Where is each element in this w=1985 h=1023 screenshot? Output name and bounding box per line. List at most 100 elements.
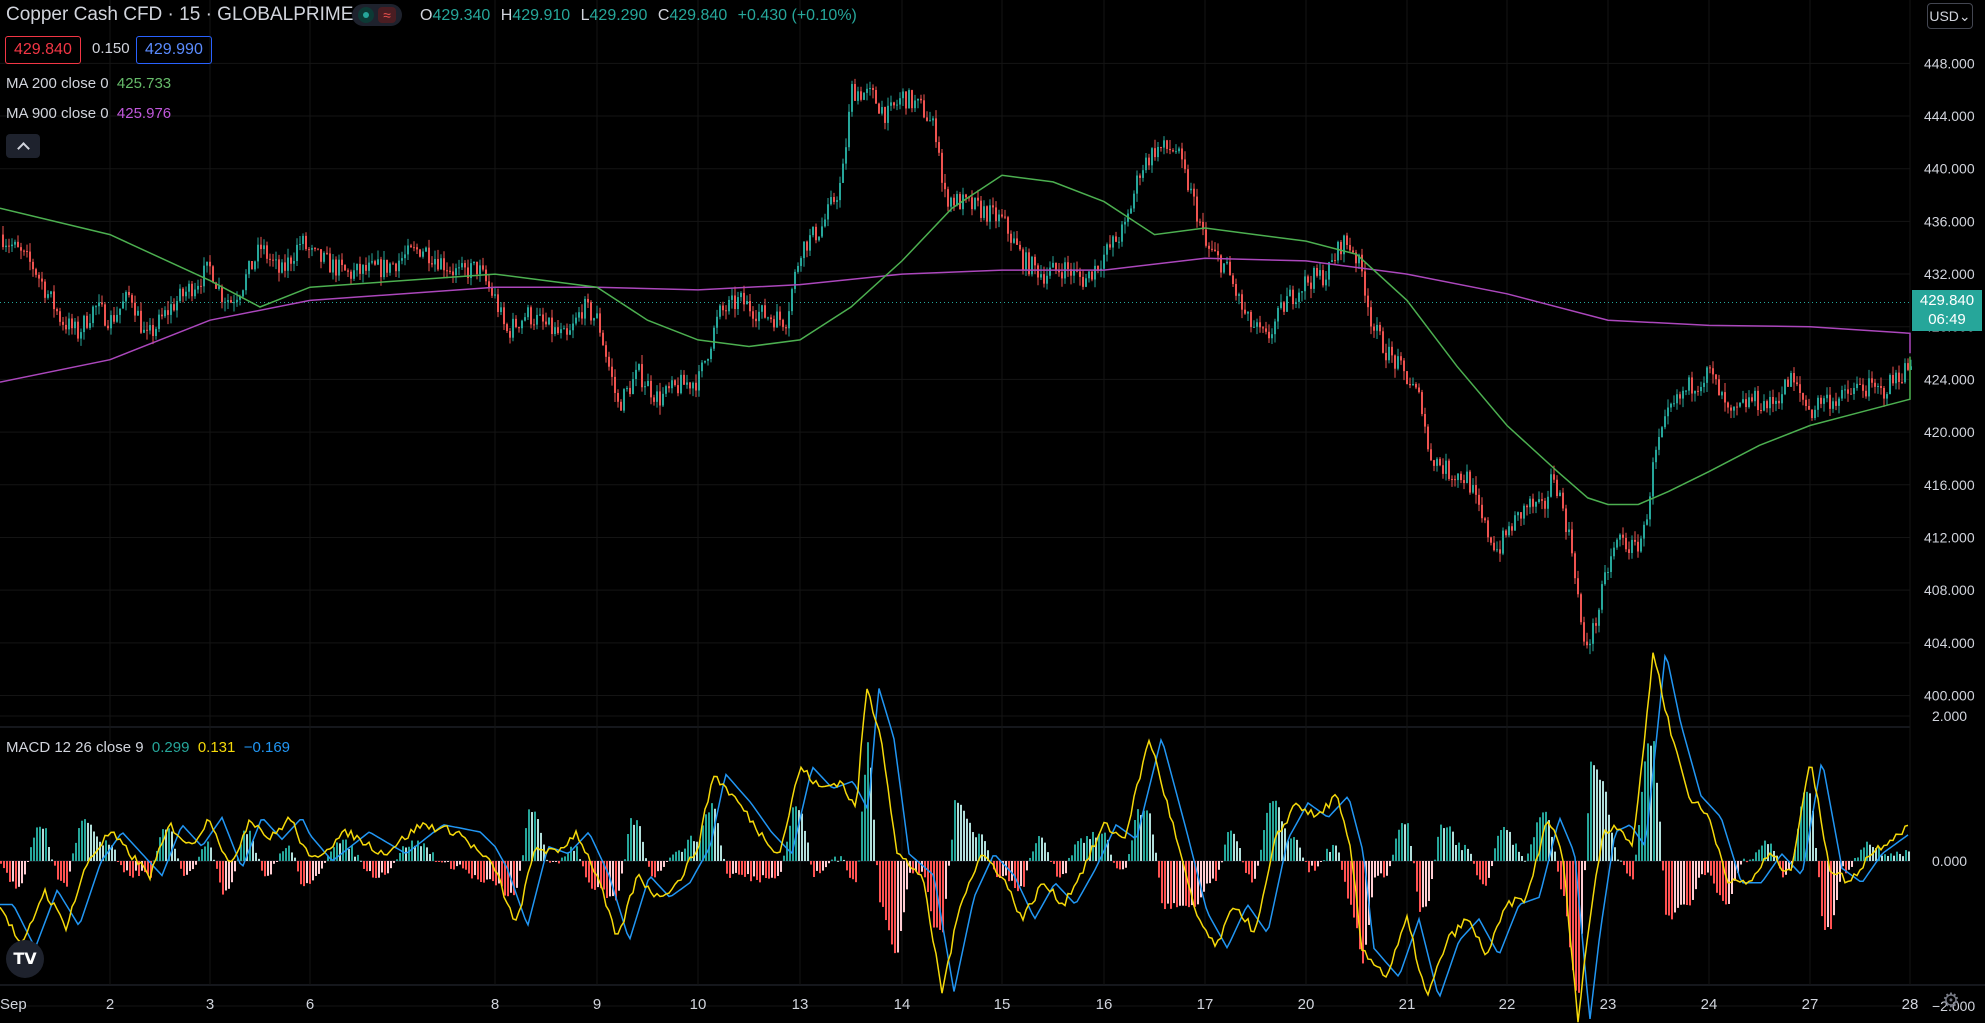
candle-body (1547, 496, 1549, 509)
candle-body (1481, 504, 1483, 519)
candle-body (437, 259, 439, 270)
candle-body (992, 205, 994, 208)
candle-body (1262, 327, 1264, 329)
candle-body (1901, 381, 1903, 383)
candle-body (1292, 289, 1294, 305)
candle-body (1448, 460, 1450, 479)
macd-hist-bar (141, 861, 143, 871)
macd-hist-bar (1257, 861, 1259, 866)
macd-hist-bar (159, 837, 161, 861)
macd-hist-bar (1203, 861, 1205, 892)
candle-body (1256, 322, 1258, 327)
macd-hist-bar (429, 854, 431, 861)
candle-body (1880, 386, 1882, 388)
candle-body (1271, 334, 1273, 339)
macd-hist-bar (1641, 791, 1643, 861)
buy-button[interactable]: 429.990 (136, 36, 212, 64)
candle-body (827, 204, 829, 220)
macd-hist-bar (1509, 831, 1511, 861)
macd-hist-bar (372, 861, 374, 878)
candle-body (317, 248, 319, 250)
currency-select[interactable]: USD⌄ (1927, 3, 1973, 29)
candle-body (1328, 262, 1330, 280)
candle-body (758, 311, 760, 322)
macd-hist-bar (1293, 837, 1295, 861)
candle-body (560, 329, 562, 334)
macd-hist-bar (426, 847, 428, 861)
candle-body (1340, 241, 1342, 255)
collapse-legend-button[interactable] (6, 134, 40, 158)
macd-hist-bar (1362, 861, 1364, 964)
candle-body (440, 258, 442, 270)
candle-body (1544, 500, 1546, 509)
candle-body (35, 269, 37, 275)
candle-body (371, 261, 373, 263)
macd-hist-bar (861, 811, 863, 861)
candle-body (293, 261, 295, 264)
candle-body (1454, 479, 1456, 481)
macd-hist-bar (1803, 792, 1805, 861)
gear-icon[interactable]: ⚙ (1942, 990, 1960, 1012)
candle-body (845, 147, 847, 164)
candle-body (680, 374, 682, 394)
candle-body (1646, 519, 1648, 525)
macd-legend[interactable]: MACD 12 26 close 9 0.299 0.131 −0.169 (6, 739, 290, 756)
candle-body (1343, 235, 1345, 255)
candle-body (1025, 252, 1027, 271)
macd-hist-bar (870, 767, 872, 861)
time-tick-label: 9 (593, 996, 601, 1013)
macd-hist-bar (801, 813, 803, 861)
macd-hist-bar (1014, 861, 1016, 889)
candle-body (119, 308, 121, 315)
candle-body (1895, 372, 1897, 384)
candle-body (1130, 208, 1132, 214)
candle-body (1604, 572, 1606, 585)
macd-hist-bar (1035, 843, 1037, 861)
macd-hist-bar (1629, 861, 1631, 877)
candle-body (701, 362, 703, 372)
macd-hist-bar (981, 834, 983, 861)
ma900-legend[interactable]: MA 900 close 0 425.976 (6, 105, 172, 122)
candle-body (224, 301, 226, 303)
macd-hist-bar (1662, 861, 1664, 871)
candle-body (1178, 148, 1180, 152)
candle-body (773, 319, 775, 328)
macd-hist-bar (1635, 854, 1637, 861)
candle-body (1589, 643, 1591, 646)
candle-body (428, 247, 430, 264)
candle-body (806, 241, 808, 251)
candle-body (11, 244, 13, 247)
ma200-legend[interactable]: MA 200 close 0 425.733 (6, 75, 172, 92)
candle-body (923, 100, 925, 118)
candle-body (1235, 284, 1237, 296)
candle-body (461, 263, 463, 268)
macd-hist-bar (1896, 851, 1898, 861)
candle-body (296, 244, 298, 262)
candle-body (977, 197, 979, 201)
candle-body (878, 103, 880, 114)
candle-body (290, 257, 292, 264)
candle-body (383, 259, 385, 278)
symbol-title[interactable]: Copper Cash CFD · 15 · GLOBALPRIME (6, 4, 354, 25)
macd-hist-bar (342, 839, 344, 861)
macd-hist-bar (516, 861, 518, 888)
macd-hist-bar (420, 846, 422, 861)
candle-body (1583, 622, 1585, 642)
candle-body (671, 380, 673, 389)
candle-body (338, 259, 340, 276)
macd-hist-bar (1335, 845, 1337, 861)
tradingview-logo[interactable]: TV (6, 940, 44, 978)
market-status-pill[interactable]: ≈ (352, 4, 402, 26)
candle-body (938, 142, 940, 153)
sell-button[interactable]: 429.840 (5, 36, 81, 64)
candle-body (1385, 352, 1387, 361)
candle-body (620, 401, 622, 411)
macd-hist-bar (27, 861, 29, 862)
macd-hist-bar (489, 861, 491, 880)
candle-body (1097, 265, 1099, 270)
candle-body (659, 391, 661, 406)
candle-body (527, 307, 529, 318)
macd-hist-bar (1557, 861, 1559, 872)
macd-hist-bar (924, 861, 926, 878)
